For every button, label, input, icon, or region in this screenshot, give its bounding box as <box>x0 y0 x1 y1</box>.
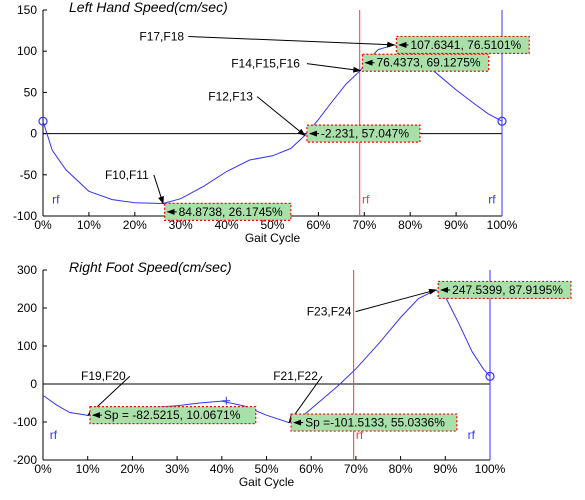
datatip-value: 76.4373, 69.1275% <box>376 56 480 70</box>
x-tick-label: 80% <box>398 218 422 232</box>
y-tick-label: -100 <box>13 209 37 223</box>
datatip-box <box>306 124 421 143</box>
x-tick-label: 10% <box>77 218 101 232</box>
annotation-arrow <box>153 174 164 205</box>
chart-title: Right Foot Speed(cm/sec) <box>69 259 232 275</box>
datatip-box <box>89 406 257 425</box>
x-tick-label: 10% <box>76 462 100 476</box>
annotation-label: F23,F24 <box>307 305 352 319</box>
x-tick-label: 60% <box>306 218 330 232</box>
datatip-value: 84.8738, 26.1745% <box>179 205 283 219</box>
annotation-label: F19,F20 <box>81 369 126 383</box>
x-tick-label: 80% <box>389 462 413 476</box>
chart-panel-2: 0% 10% 20% 30% 40% 50% 60% 70% 80% 90% 100% -200 -10… <box>13 259 572 489</box>
x-tick-label: 40% <box>210 462 234 476</box>
annotation-label: F10,F11 <box>105 168 149 182</box>
x-tick-label: 30% <box>169 218 193 232</box>
y-tick-label: 300 <box>17 263 37 277</box>
x-tick-label: 70% <box>344 462 368 476</box>
y-tick-label: -100 <box>13 415 37 429</box>
datatip-value: 107.6341, 76.5101% <box>410 38 521 52</box>
datatip-value: 247.5399, 87.9195% <box>452 283 563 297</box>
x-tick-label: 70% <box>352 218 376 232</box>
event-label-rf: rf <box>468 428 476 442</box>
datatip-value: Sp =-101.5133, 55.0336% <box>305 416 445 430</box>
annotation-arrow <box>355 288 437 313</box>
annotation-label: F21,F22 <box>273 369 318 383</box>
endpoint-marker <box>497 116 507 126</box>
midpoint-marker <box>222 396 231 405</box>
x-tick-label: 0% <box>34 462 52 476</box>
x-tick-label: 0% <box>34 218 52 232</box>
speed-curve <box>42 289 491 424</box>
annotation-label: F14,F15,F16 <box>231 57 300 71</box>
chart-panel-1: 0% 10% 20% 30% 40% 50% 60% 70% 80% 90% 100% -100 -50… <box>13 0 530 245</box>
datatip-box <box>164 202 292 221</box>
endpoint-marker <box>485 371 495 381</box>
y-tick-label: 100 <box>17 339 37 353</box>
annotation-label: F17,F18 <box>139 29 184 43</box>
x-tick-label: 20% <box>120 462 144 476</box>
x-tick-label: 90% <box>433 462 457 476</box>
datatip-box <box>361 53 490 72</box>
event-label-rf: rf <box>488 193 496 207</box>
annotation-arrow <box>188 35 396 48</box>
y-tick-label: 150 <box>17 3 37 17</box>
event-label-rf: rf <box>52 193 60 207</box>
event-label-rf: rf <box>50 428 58 442</box>
event-label-rf: rf <box>362 193 370 207</box>
annotation-arrow <box>256 96 306 137</box>
x-tick-label: 40% <box>215 218 239 232</box>
y-tick-label: 0 <box>30 377 37 391</box>
x-tick-label: 20% <box>123 218 147 232</box>
x-axis-label: Gait Cycle <box>239 475 295 489</box>
y-tick-label: 100 <box>17 44 37 58</box>
x-tick-label: 100% <box>475 462 506 476</box>
y-tick-label: -50 <box>20 168 38 182</box>
y-tick-label: 200 <box>17 301 37 315</box>
event-label-rf: rf <box>356 428 364 442</box>
y-tick-label: -200 <box>13 453 37 467</box>
annotation-arrow <box>306 63 362 73</box>
x-tick-label: 90% <box>444 218 468 232</box>
chart-title: Left Hand Speed(cm/sec) <box>69 0 228 15</box>
x-tick-label: 30% <box>165 462 189 476</box>
annotation-label: F12,F13 <box>208 90 253 104</box>
x-tick-label: 60% <box>299 462 323 476</box>
datatip-box <box>437 280 572 300</box>
x-axis-label: Gait Cycle <box>245 231 301 245</box>
datatip-value: Sp = -82.5215, 10.0671% <box>104 408 241 422</box>
datatip-box <box>395 35 530 55</box>
datatip-box <box>290 413 458 432</box>
y-tick-label: 50 <box>24 85 38 99</box>
x-tick-label: 50% <box>254 462 278 476</box>
endpoint-marker <box>38 116 48 126</box>
x-tick-label: 50% <box>260 218 284 232</box>
x-tick-label: 100% <box>487 218 518 232</box>
y-tick-label: 0 <box>30 127 37 141</box>
datatip-value: -2.231, 57.047% <box>321 127 409 141</box>
